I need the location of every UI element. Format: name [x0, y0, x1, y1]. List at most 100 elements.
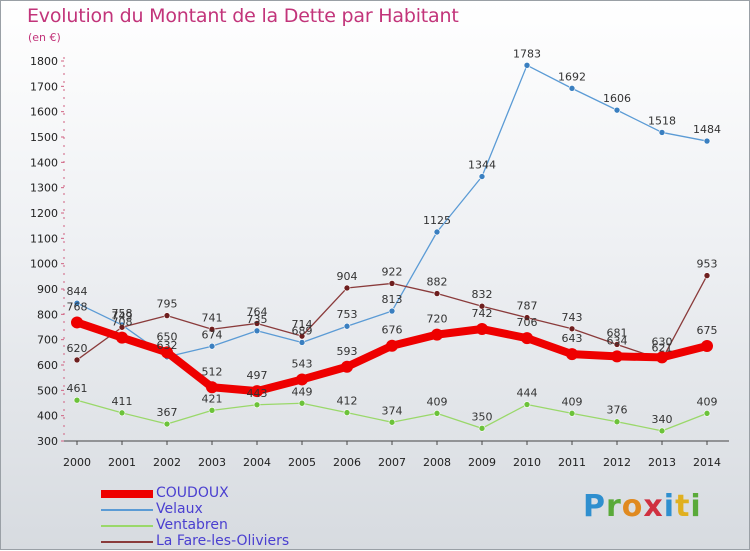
series-lines	[71, 62, 713, 435]
data-label-la-fare-les-oliviers: 743	[562, 311, 583, 324]
x-tick-label: 2013	[648, 456, 676, 469]
data-label-coudoux: 497	[247, 369, 268, 382]
logo-letter: o	[621, 489, 644, 524]
x-tick-label: 2006	[333, 456, 361, 469]
data-point-la-fare-les-oliviers	[613, 341, 621, 348]
y-tick-label: 1400	[30, 156, 58, 169]
y-tick-label: 1500	[30, 131, 58, 144]
data-label-velaux: 674	[202, 328, 223, 341]
data-label-velaux: 1125	[423, 214, 451, 227]
data-point-ventabren	[523, 401, 531, 408]
data-label-coudoux: 675	[697, 324, 718, 337]
data-label-la-fare-les-oliviers: 621	[652, 342, 673, 355]
data-label-ventabren: 340	[652, 413, 673, 426]
data-label-ventabren: 367	[157, 406, 178, 419]
data-label-la-fare-les-oliviers: 681	[607, 326, 628, 339]
data-point-la-fare-les-oliviers	[703, 272, 711, 279]
data-point-ventabren	[658, 427, 666, 435]
data-label-velaux: 1606	[603, 92, 631, 105]
data-point-coudoux	[386, 339, 398, 352]
data-label-velaux: 753	[337, 308, 358, 321]
data-label-la-fare-les-oliviers: 714	[292, 318, 313, 331]
data-label-ventabren: 376	[607, 404, 628, 417]
data-label-ventabren: 412	[337, 395, 358, 408]
data-point-ventabren	[568, 410, 576, 417]
data-label-velaux: 1692	[558, 70, 586, 83]
y-tick-label: 800	[37, 308, 58, 321]
data-point-ventabren	[343, 409, 351, 416]
legend-label: Velaux	[156, 501, 203, 517]
data-point-la-fare-les-oliviers	[208, 325, 216, 333]
data-point-velaux	[298, 339, 306, 346]
logo-letter: t	[675, 489, 691, 524]
x-tick-label: 2004	[243, 456, 271, 469]
data-point-coudoux	[296, 373, 308, 386]
x-tick-label: 2008	[423, 456, 451, 469]
data-point-ventabren	[208, 407, 216, 414]
logo-letter: i	[690, 489, 702, 524]
data-point-la-fare-les-oliviers	[253, 320, 261, 327]
data-label-coudoux: 650	[157, 330, 178, 343]
data-label-la-fare-les-oliviers: 904	[337, 270, 358, 283]
axes: 300 400 500 600 700 800 900 1000 1100 1200 1300 140…	[30, 55, 729, 469]
data-point-ventabren	[253, 401, 261, 409]
data-point-ventabren	[478, 425, 486, 432]
logo-letter: P	[583, 489, 606, 524]
data-point-ventabren	[388, 418, 396, 426]
data-label-coudoux: 543	[292, 357, 313, 370]
data-label-la-fare-les-oliviers: 795	[157, 298, 178, 311]
y-tick-label: 400	[37, 410, 58, 423]
x-tick-label: 2010	[513, 456, 541, 469]
data-label-la-fare-les-oliviers: 953	[697, 258, 718, 271]
data-point-coudoux	[251, 385, 263, 398]
data-label-ventabren: 411	[112, 395, 133, 408]
data-point-velaux	[343, 322, 351, 330]
legend-swatch	[101, 525, 153, 527]
data-label-ventabren: 444	[517, 387, 538, 400]
data-labels: 844 758 632 674 735 689 753 813 1125 1344 1783 1692…	[67, 47, 722, 426]
logo-letter: r	[606, 489, 622, 524]
legend-swatch	[101, 541, 153, 543]
data-point-coudoux	[116, 331, 128, 344]
data-label-coudoux: 512	[202, 365, 223, 378]
x-tick-label: 2012	[603, 456, 631, 469]
data-label-ventabren: 449	[292, 385, 313, 398]
proxiti-logo: Proxiti	[583, 489, 702, 524]
data-label-la-fare-les-oliviers: 787	[517, 300, 538, 313]
chart-subtitle: (en €)	[28, 31, 61, 44]
data-label-la-fare-les-oliviers: 749	[112, 309, 133, 322]
data-point-la-fare-les-oliviers	[298, 332, 306, 340]
data-point-velaux	[388, 307, 396, 315]
data-label-coudoux: 676	[382, 324, 403, 337]
data-point-coudoux	[701, 340, 713, 352]
legend-swatch	[101, 490, 153, 498]
chart-title: Evolution du Montant de la Dette par Hab…	[27, 5, 459, 27]
data-label-la-fare-les-oliviers: 764	[247, 305, 268, 318]
data-label-velaux: 632	[157, 339, 178, 352]
y-tick-label: 1300	[30, 182, 58, 195]
data-label-velaux: 1344	[468, 159, 496, 172]
data-label-coudoux: 706	[517, 316, 538, 329]
x-tick-label: 2005	[288, 456, 316, 469]
x-tick-label: 2003	[198, 456, 226, 469]
logo-letter: i	[663, 489, 676, 524]
data-point-coudoux	[206, 381, 218, 394]
data-label-velaux: 735	[247, 313, 268, 326]
x-tick-label: 2002	[153, 456, 181, 469]
y-tick-label: 1000	[30, 258, 58, 271]
data-point-velaux	[613, 106, 621, 114]
data-point-velaux	[523, 62, 531, 69]
data-point-velaux	[208, 342, 216, 350]
data-point-la-fare-les-oliviers	[388, 280, 396, 287]
data-label-coudoux: 643	[562, 332, 583, 345]
data-label-ventabren: 409	[562, 395, 583, 408]
y-tick-label: 1600	[30, 106, 58, 119]
data-label-coudoux: 630	[652, 335, 673, 348]
y-tick-label: 600	[37, 359, 58, 372]
data-point-coudoux	[341, 360, 353, 373]
data-point-la-fare-les-oliviers	[73, 356, 81, 364]
data-point-la-fare-les-oliviers	[568, 325, 576, 333]
data-point-coudoux	[611, 350, 623, 363]
